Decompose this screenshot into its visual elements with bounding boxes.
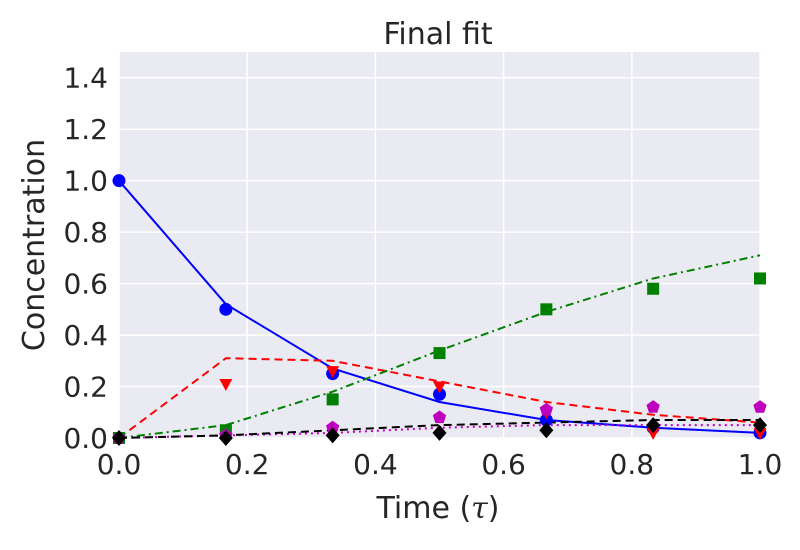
data-point [219,378,233,391]
x-axis-label: Time (τ) [376,491,500,526]
data-point [433,347,446,360]
y-tick-label: 0.2 [63,371,108,404]
data-point [432,424,447,441]
data-point [646,427,660,440]
data-point [646,417,661,434]
x-axis-label-close: ) [488,491,500,526]
fit-line-1 [118,357,761,439]
y-axis-label: Concentration [17,139,52,351]
x-axis-label-text: Time ( [376,491,472,526]
data-point [326,366,340,379]
data-point [539,422,554,439]
y-tick-label: 0.0 [63,422,108,455]
x-tick-label: 1.0 [738,448,783,481]
fit-line-2 [118,254,761,439]
data-point [540,303,553,316]
y-tick-label: 0.6 [63,268,108,301]
plot-area [119,52,760,438]
data-point [646,400,660,413]
y-tick-label: 1.2 [63,113,108,146]
y-tick-label: 1.4 [63,62,108,95]
data-point [539,413,553,427]
y-tick-label: 0.4 [63,319,108,352]
x-tick-label: 0.6 [481,448,526,481]
data-point [753,400,767,413]
data-point [753,427,767,440]
y-tick-label: 0.8 [63,216,108,249]
data-point [754,272,766,285]
x-tick-label: 0.8 [610,448,655,481]
data-point [325,420,340,434]
data-point [647,282,660,295]
series-markers-4 [112,417,767,446]
data-point [326,393,339,406]
data-point [219,302,233,316]
x-tick-labels: 0.0 0.2 0.4 0.6 0.8 1.0 [97,448,783,481]
x-tick-label: 0.0 [97,448,142,481]
y-tick-label: 1.0 [63,165,108,198]
y-tick-labels: 0.0 0.2 0.4 0.6 0.8 1.0 1.2 1.4 [63,62,108,455]
data-point [539,402,554,416]
data-point [112,430,126,446]
data-point [325,427,340,444]
data-markers [112,174,767,446]
data-point [432,410,447,424]
data-point [218,430,233,446]
data-point [433,381,446,394]
x-tick-label: 0.4 [353,448,398,481]
x-axis-label-symbol: τ [471,491,488,526]
data-point [112,174,126,188]
chart-title: Final fit [383,17,493,52]
x-tick-label: 0.2 [225,448,270,481]
data-point [753,417,767,434]
data-point [433,387,446,401]
